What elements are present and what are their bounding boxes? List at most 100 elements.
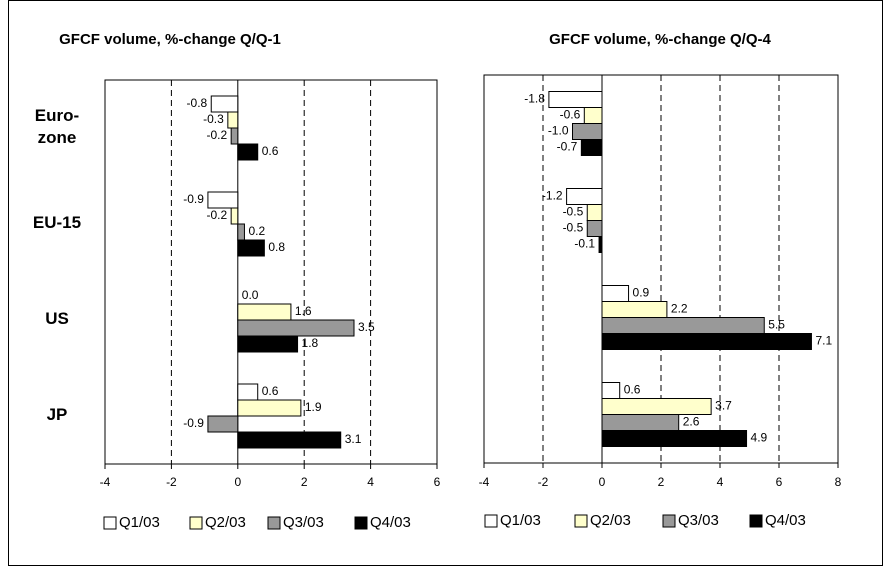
bar	[601, 285, 630, 302]
x-tick-label: 4	[717, 475, 724, 489]
value-label: 2.2	[671, 302, 688, 316]
value-label: 0.9	[633, 286, 650, 300]
legend-label: Q4/03	[370, 514, 411, 531]
value-label: 3.7	[715, 399, 732, 413]
value-label: 3.5	[358, 320, 375, 334]
legend-label: Q3/03	[678, 512, 719, 529]
bar	[237, 383, 259, 401]
bar	[237, 303, 292, 321]
value-label: 0.0	[242, 288, 259, 302]
legend-label: Q4/03	[765, 512, 806, 529]
category-label: Euro-zone	[35, 106, 79, 147]
bar	[237, 239, 265, 257]
category-line: US	[45, 309, 69, 328]
x-tick-label: 2	[658, 475, 665, 489]
value-label: 2.6	[683, 415, 700, 429]
bar	[601, 430, 748, 447]
bar	[230, 207, 239, 225]
value-label: 5.5	[768, 318, 785, 332]
legend-swatch	[189, 516, 203, 530]
legend-swatch	[103, 516, 117, 530]
legend-swatch	[662, 514, 676, 528]
legend-swatch	[749, 514, 763, 528]
value-label: 4.9	[751, 431, 768, 445]
value-label: -0.6	[560, 108, 581, 122]
value-label: 0.6	[624, 383, 641, 397]
value-label: 0.8	[268, 240, 285, 254]
bar	[548, 91, 603, 108]
bar	[207, 415, 239, 433]
legend-swatch	[484, 514, 498, 528]
bar	[601, 414, 680, 431]
x-tick-label: -2	[166, 475, 177, 489]
value-label: 3.1	[345, 432, 362, 446]
value-label: 0.2	[248, 224, 265, 238]
bar	[566, 188, 603, 205]
value-label: -0.1	[574, 237, 595, 251]
x-tick-label: 0	[234, 475, 241, 489]
bar	[601, 317, 765, 334]
legend-label: Q3/03	[283, 514, 324, 531]
chart-title: GFCF volume, %-change Q/Q-4	[549, 31, 771, 48]
x-tick-label: -4	[100, 475, 111, 489]
x-tick-label: 6	[776, 475, 783, 489]
value-label: -0.2	[206, 128, 227, 142]
value-label: -0.5	[563, 205, 584, 219]
value-label: -0.8	[187, 96, 208, 110]
bar	[598, 236, 603, 253]
value-label: 1.9	[305, 400, 322, 414]
category-line: JP	[47, 405, 68, 424]
value-label: 1.8	[302, 336, 319, 350]
category-label: JP	[47, 405, 68, 424]
bar	[210, 95, 239, 113]
x-tick-label: 0	[599, 475, 606, 489]
x-tick-label: -2	[538, 475, 549, 489]
bar	[237, 335, 299, 353]
value-label: 1.6	[295, 304, 312, 318]
chart-title: GFCF volume, %-change Q/Q-1	[59, 31, 281, 48]
x-tick-label: 4	[367, 475, 374, 489]
value-label: -1.2	[542, 189, 563, 203]
value-label: -0.7	[557, 140, 578, 154]
value-label: -0.5	[563, 221, 584, 235]
category-label: US	[45, 309, 69, 328]
bar	[583, 107, 603, 124]
value-label: -1.8	[524, 92, 545, 106]
bar	[230, 127, 239, 145]
x-tick-label: -4	[479, 475, 490, 489]
bar	[207, 191, 239, 209]
value-label: -1.0	[548, 124, 569, 138]
bar	[601, 382, 621, 399]
bar	[237, 319, 355, 337]
bar	[580, 139, 603, 156]
x-tick-label: 2	[301, 475, 308, 489]
bar	[237, 399, 302, 417]
category-line: zone	[38, 128, 77, 147]
category-line: EU-15	[33, 213, 81, 232]
bar	[227, 111, 239, 129]
bar	[237, 143, 259, 161]
value-label: 0.6	[262, 384, 279, 398]
value-label: 0.6	[262, 144, 279, 158]
x-tick-label: 6	[434, 475, 441, 489]
bar	[237, 223, 245, 241]
legend-label: Q2/03	[590, 512, 631, 529]
legend-swatch	[574, 514, 588, 528]
value-label: -0.3	[203, 112, 224, 126]
x-tick-label: 8	[835, 475, 842, 489]
bar	[601, 398, 712, 415]
legend-label: Q1/03	[119, 514, 160, 531]
value-label: 7.1	[815, 334, 832, 348]
bar	[601, 301, 668, 318]
bar	[572, 123, 603, 140]
category-line: Euro-	[35, 106, 79, 125]
value-label: -0.2	[206, 208, 227, 222]
category-label: EU-15	[33, 213, 81, 232]
bar	[237, 431, 342, 449]
legend-swatch	[354, 516, 368, 530]
value-label: -0.9	[183, 416, 204, 430]
legend-label: Q1/03	[500, 512, 541, 529]
bar	[586, 220, 603, 237]
bar	[601, 333, 812, 350]
